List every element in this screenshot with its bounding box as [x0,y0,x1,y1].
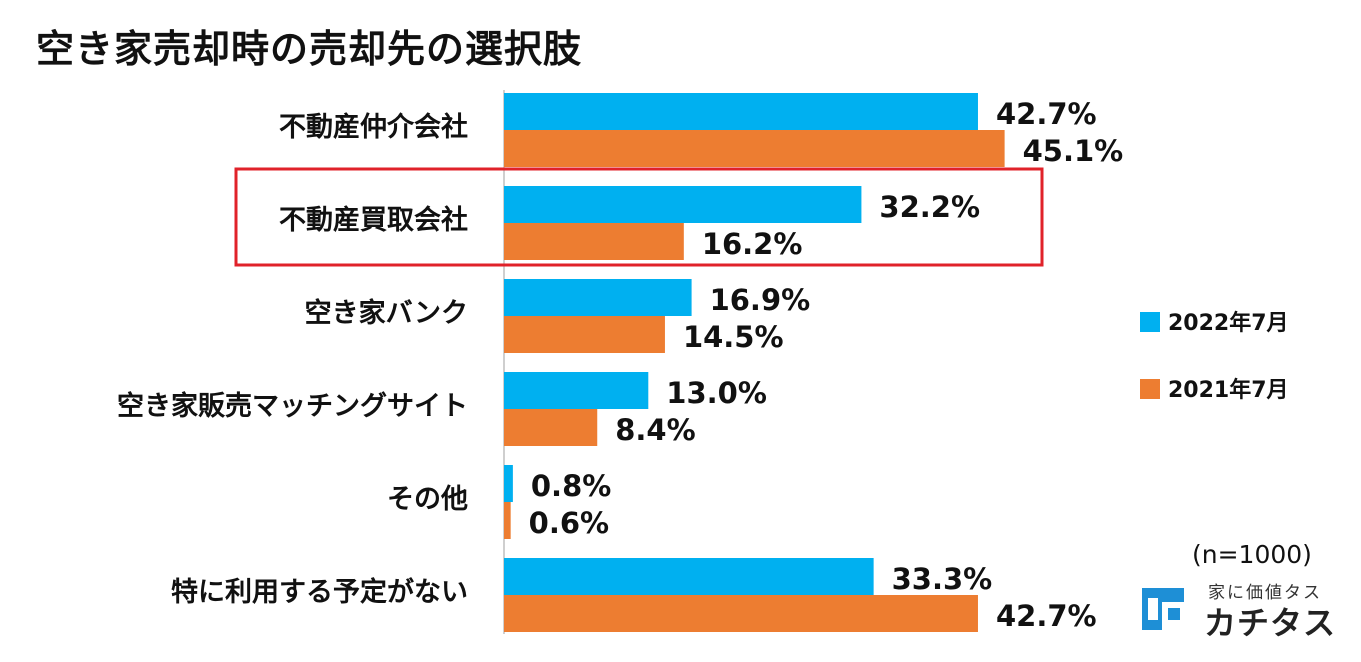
category-label: その他 [387,484,468,515]
category-label: 不動産買取会社 [279,204,468,236]
bar-2021 [504,502,511,539]
highlight-box [234,167,1044,267]
data-label: 16.9% [710,283,811,317]
bar-2022 [504,279,692,316]
category-label: 特に利用する予定がない [171,576,468,608]
category-label: 空き家バンク [305,297,468,329]
logo-tagline: 家に価値タス [1208,583,1322,603]
bar-2021 [504,595,978,632]
logo-name: カチタス [1204,604,1337,642]
data-label: 16.2% [702,227,803,261]
legend-label: 2022年7月 [1168,310,1289,336]
category-label: 空き家販売マッチングサイト [117,390,468,422]
legend-label: 2021年7月 [1168,377,1289,403]
bar-2022 [504,372,649,409]
bar-2021 [504,409,598,446]
category-label: 不動産仲介会社 [279,111,468,143]
chart-title: 空き家売却時の売却先の選択肢 [36,27,583,71]
bar-2021 [504,223,684,260]
data-label: 14.5% [683,320,784,354]
data-label: 45.1% [1023,134,1124,168]
sample-size-note: (n=1000) [1192,540,1312,569]
data-label: 0.6% [529,506,609,540]
data-label: 13.0% [666,376,767,410]
bar-2022 [504,558,874,595]
legend-swatch [1140,312,1160,332]
data-label: 0.8% [531,469,611,503]
data-label: 33.3% [892,562,993,596]
data-label: 32.2% [879,190,980,224]
bar-2022 [504,465,513,502]
bar-2022 [504,93,978,130]
data-label: 42.7% [996,97,1097,131]
company-logo: 家に価値タス カチタス [1140,578,1340,642]
legend-swatch [1140,379,1160,399]
bar-2021 [504,130,1005,167]
bar-2022 [504,186,862,223]
logo-house-icon [1142,588,1184,630]
bar-2021 [504,316,665,353]
data-label: 42.7% [996,599,1097,633]
data-label: 8.4% [615,413,695,447]
